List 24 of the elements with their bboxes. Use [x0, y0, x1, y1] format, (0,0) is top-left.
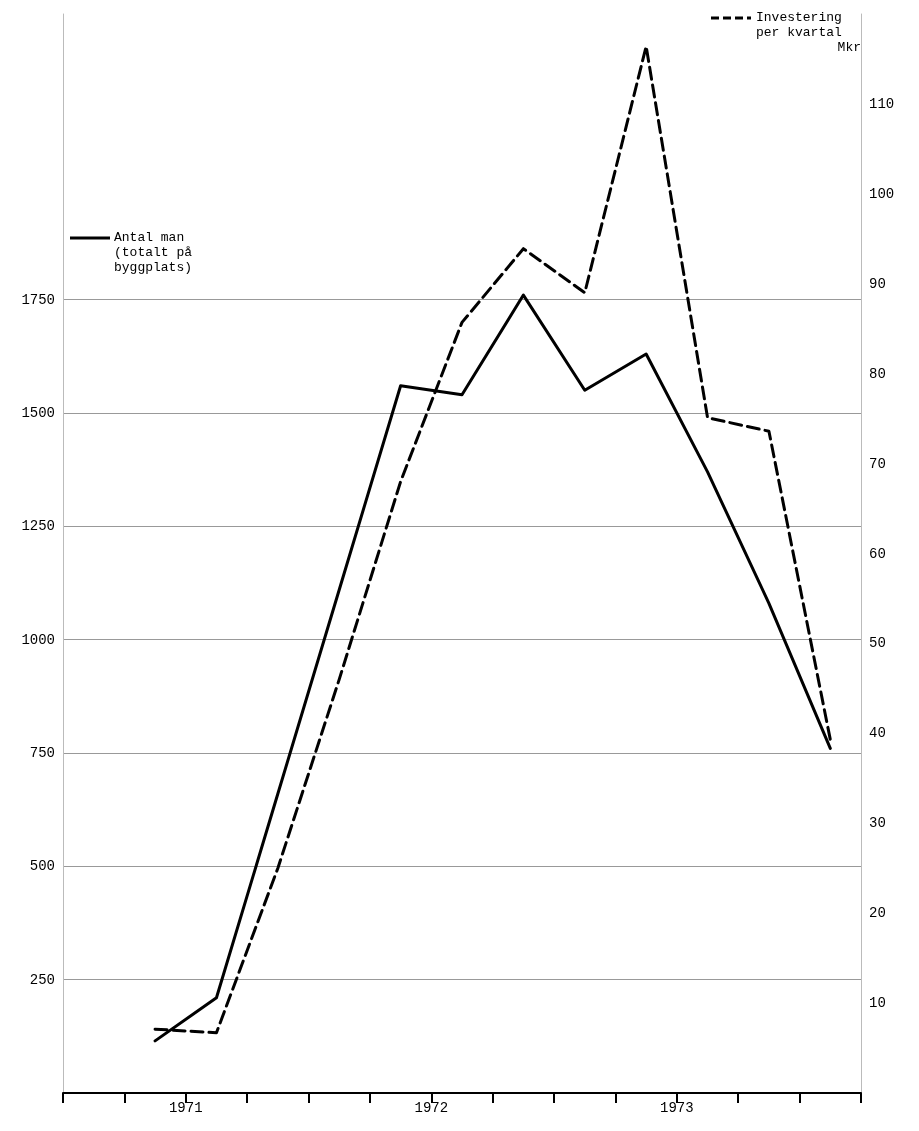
y2-tick-label: 110	[869, 95, 895, 112]
y2-tick-label: 100	[869, 185, 895, 202]
legend-label: Antal man (totalt på byggplats)	[114, 230, 200, 275]
y2-tick-label: 60	[869, 545, 886, 562]
y-tick-label: 1750	[21, 291, 55, 308]
y-tick-label: 1000	[21, 631, 55, 648]
y2-tick-label: 10	[869, 995, 886, 1012]
y2-tick-label: 20	[869, 905, 886, 922]
y-tick-label: 500	[29, 858, 55, 875]
x-tick-label: 1973	[660, 1100, 694, 1116]
y2-axis-title: Mkr	[837, 40, 861, 55]
y2-tick-label: 90	[869, 275, 886, 292]
y-tick-label: 1500	[21, 404, 55, 421]
y2-tick-label: 30	[869, 815, 886, 832]
y-tick-label: 1250	[21, 518, 55, 535]
x-tick-label: 1972	[414, 1100, 449, 1116]
x-tick-label: 1971	[168, 1100, 203, 1116]
y-tick-label: 750	[29, 744, 55, 761]
legend-label: Investering per kvartal	[756, 10, 850, 40]
y2-tick-label: 40	[869, 725, 886, 742]
y2-tick-label: 70	[869, 455, 886, 472]
y2-tick-label: 50	[869, 635, 886, 652]
y2-tick-label: 80	[869, 365, 886, 382]
y-tick-label: 250	[29, 971, 55, 988]
